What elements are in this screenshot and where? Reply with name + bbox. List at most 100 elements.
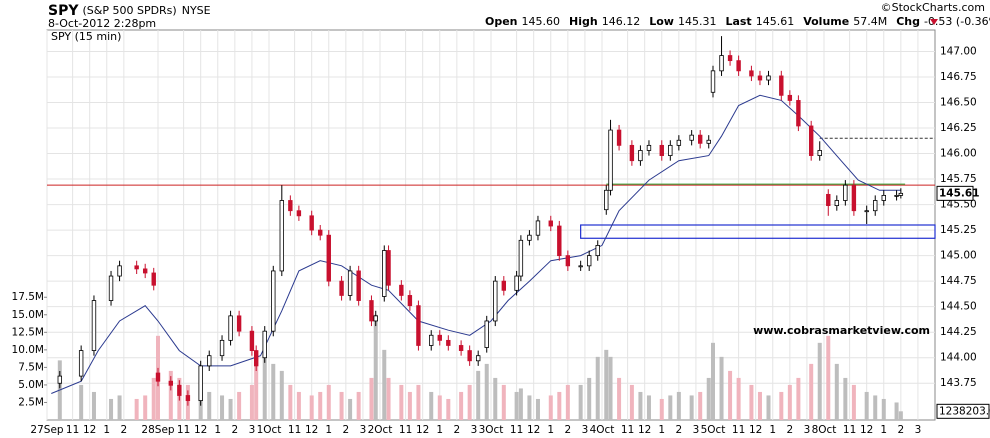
volume-bar [518,388,523,420]
candle-body [78,350,84,377]
candle-body [736,60,741,72]
volume-bar [527,395,532,420]
candle-body [168,380,174,386]
candle-body [501,280,507,291]
x-tick-label: 11 [177,424,190,436]
x-tick-label: 2 [121,424,128,436]
y2-tick-label: 10.0M [12,344,44,356]
x-tick-label: 2 [898,424,905,436]
candle-body [749,70,754,77]
candle-body [155,372,161,382]
volume-bar [296,391,301,420]
candle-body [894,194,899,197]
volume-bar [826,335,831,420]
x-tick-label: 1 [880,424,887,436]
down-arrow [930,19,938,25]
volume-bar [493,377,498,420]
x-tick-label: 12 [860,424,873,436]
volume-bar [237,391,242,420]
y-tick-label: 147.00 [940,45,977,57]
volume-bar [288,384,293,420]
candle-body [808,125,814,156]
volume-bar [356,391,361,420]
candle-body [851,184,857,212]
volume-bar [834,363,839,420]
x-tick-label: 1 [214,424,221,436]
subtitle: (S&P 500 SPDRs) [82,4,176,17]
x-tick-label: 11 [843,424,856,436]
volume-bar [79,384,84,420]
volume-bar [407,391,412,420]
candle-body [236,315,242,332]
candle-body [219,339,225,357]
y-tick-label: 144.50 [940,301,977,313]
x-tick-label: 2 [454,424,461,436]
volume-bar [254,356,259,420]
x-tick-label: 11 [288,424,301,436]
candle-body [689,134,694,141]
x-tick-label: 12 [638,424,651,436]
volume-bar [262,342,267,420]
volume-bar [629,384,634,420]
candle-body [429,334,434,346]
x-tick-label: 1 [436,424,443,436]
candle-body [296,210,302,217]
y2-tick-label: 17.5M [12,291,44,303]
volume-bar [228,398,233,420]
quote-value: 145.61 [756,15,795,28]
x-tick-label: 3 [582,424,589,436]
candle-body [437,334,442,341]
volume-bar [617,377,622,420]
last-price-label: 145.61 [939,187,980,199]
volume-bar [437,395,442,420]
volume-bar [557,391,562,420]
candle-body [646,144,652,151]
candle-body [518,239,524,277]
quote-value: -0.53 (-0.36%) [924,15,990,28]
volume-bar [373,314,378,420]
candle-body [527,234,532,241]
volume-bar [873,395,878,420]
exchange: NYSE [182,4,211,17]
candle-body [475,355,481,362]
last-price-box [936,185,974,201]
y-tick-label: 145.50 [940,199,977,211]
candle-body [616,129,622,146]
candle-body [262,330,267,359]
volume-bar [326,384,331,420]
candle-body [185,395,191,402]
y-tick-label: 146.50 [940,96,977,108]
x-tick-label: 11 [399,424,412,436]
volume-bar [386,377,391,420]
y-tick-label: 144.25 [940,326,977,338]
y2-tick-label: 7.5M [18,361,44,373]
volume-bar [608,356,613,420]
x-tick-label: 8Oct [812,424,837,436]
x-tick-label: 12 [83,424,96,436]
volume-bar [757,391,762,420]
y-tick-label: 145.00 [940,250,977,262]
candle-body [134,265,139,270]
candle-body [796,100,801,127]
y-tick-label: 146.25 [940,122,977,134]
source: ©StockCharts.com [881,1,985,14]
candle-body [604,189,609,211]
candle-body [586,255,592,267]
x-tick-label: 2 [232,424,239,436]
volume-bar [809,363,814,420]
volume-bar [109,398,114,420]
volume-bar [595,356,600,420]
x-tick-label: 5Oct [701,424,726,436]
price-layer [47,36,936,406]
volume-bar [646,395,651,420]
volume-bar [787,384,792,420]
quote-value: 57.4M [853,15,887,28]
volume-bar [198,391,203,420]
candle-body [710,70,716,93]
volume-bar [604,349,609,420]
volume-bar [459,391,464,420]
volume-bar [151,377,156,420]
volume-bar [91,391,96,420]
candle-body [493,280,498,322]
